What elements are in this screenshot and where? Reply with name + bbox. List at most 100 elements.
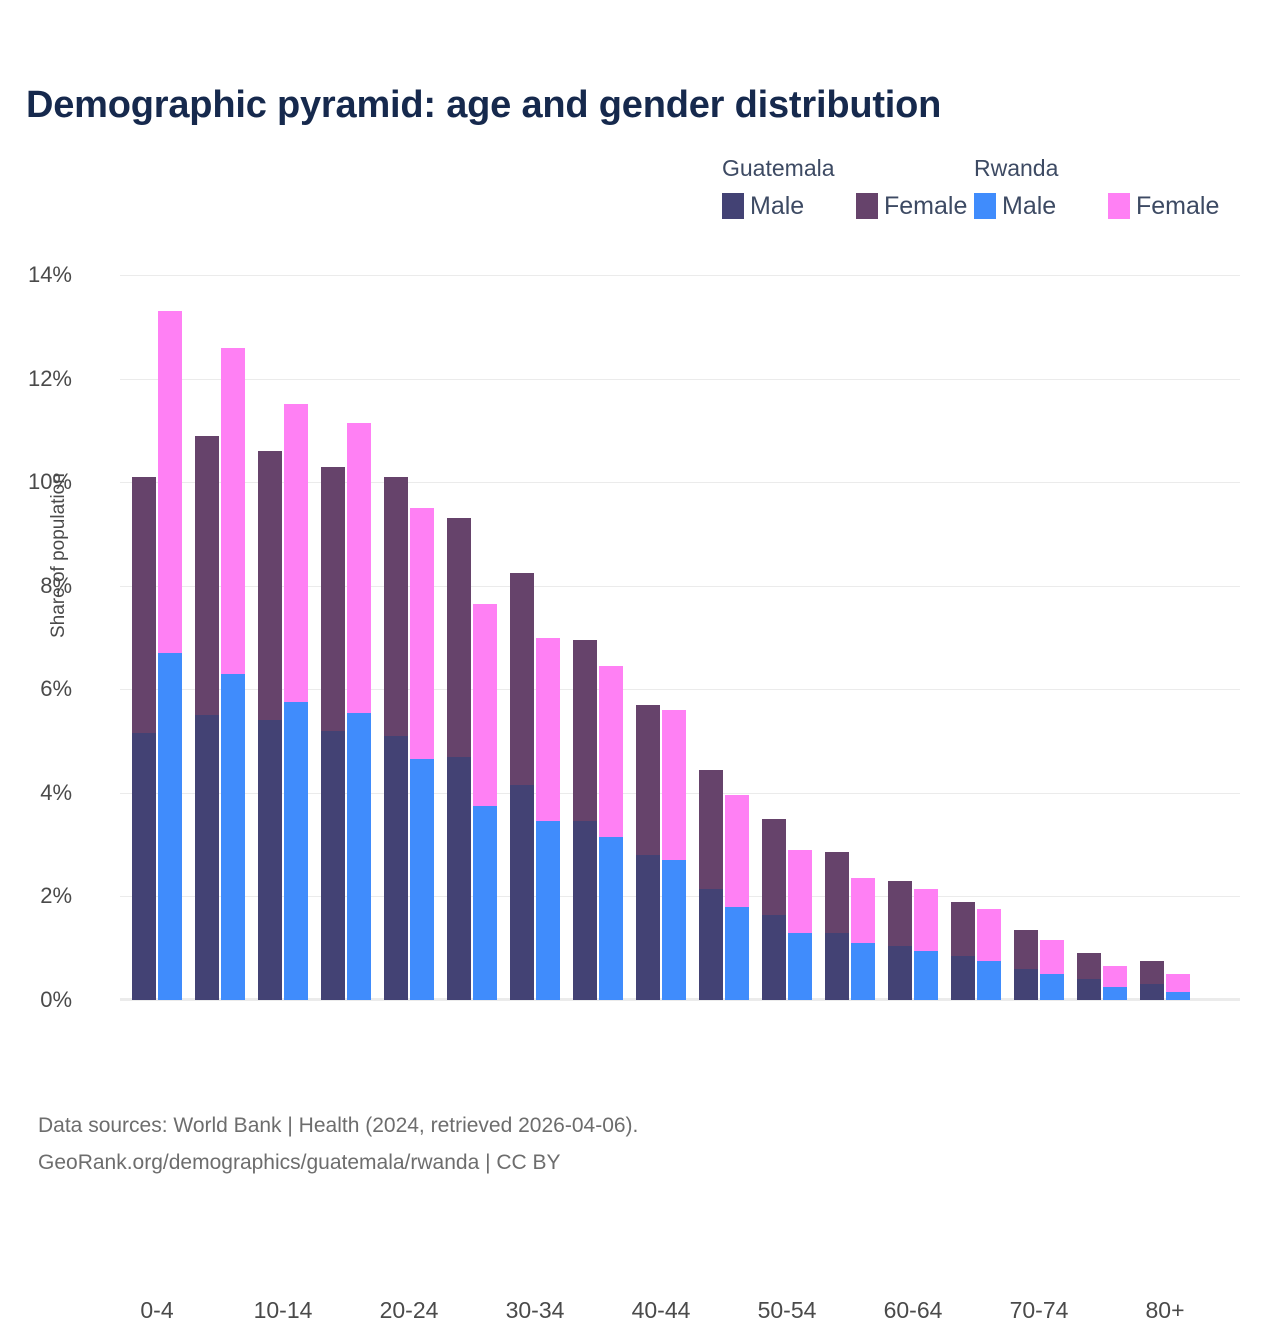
rwanda-female-segment[interactable] xyxy=(410,508,434,760)
rwanda-male-segment[interactable] xyxy=(851,943,875,1000)
rwanda-bar[interactable] xyxy=(1166,974,1190,1000)
guatemala-female-segment[interactable] xyxy=(258,451,282,721)
guatemala-bar[interactable] xyxy=(258,451,282,1000)
rwanda-bar[interactable] xyxy=(1040,940,1064,1000)
rwanda-male-segment[interactable] xyxy=(1103,987,1127,1000)
rwanda-female-segment[interactable] xyxy=(221,347,245,674)
guatemala-bar[interactable] xyxy=(384,476,408,1000)
rwanda-male-segment[interactable] xyxy=(284,702,308,1000)
guatemala-female-segment[interactable] xyxy=(888,880,912,946)
rwanda-female-segment[interactable] xyxy=(662,710,686,861)
legend-item-rwanda-female[interactable]: Female xyxy=(1108,193,1219,219)
rwanda-female-segment[interactable] xyxy=(1103,966,1127,988)
rwanda-female-segment[interactable] xyxy=(788,849,812,933)
rwanda-bar[interactable] xyxy=(662,710,686,1000)
guatemala-bar[interactable] xyxy=(1077,953,1101,1000)
guatemala-bar[interactable] xyxy=(888,880,912,1000)
guatemala-bar[interactable] xyxy=(1140,961,1164,1000)
guatemala-female-segment[interactable] xyxy=(510,572,534,786)
guatemala-male-segment[interactable] xyxy=(195,715,219,1000)
rwanda-male-segment[interactable] xyxy=(788,932,812,1000)
rwanda-male-segment[interactable] xyxy=(158,653,182,1000)
guatemala-female-segment[interactable] xyxy=(825,852,849,933)
guatemala-bar[interactable] xyxy=(762,818,786,1000)
rwanda-female-segment[interactable] xyxy=(599,665,623,837)
rwanda-female-segment[interactable] xyxy=(1166,974,1190,993)
guatemala-male-segment[interactable] xyxy=(384,735,408,1000)
guatemala-male-segment[interactable] xyxy=(1014,968,1038,1000)
rwanda-bar[interactable] xyxy=(599,665,623,1000)
rwanda-male-segment[interactable] xyxy=(536,821,560,1000)
guatemala-bar[interactable] xyxy=(1014,930,1038,1000)
guatemala-female-segment[interactable] xyxy=(1140,961,1164,985)
guatemala-bar[interactable] xyxy=(636,704,660,1000)
rwanda-female-segment[interactable] xyxy=(725,795,749,907)
rwanda-male-segment[interactable] xyxy=(725,906,749,1000)
guatemala-bar[interactable] xyxy=(825,852,849,1000)
guatemala-male-segment[interactable] xyxy=(447,756,471,1000)
guatemala-female-segment[interactable] xyxy=(636,704,660,855)
guatemala-bar[interactable] xyxy=(447,518,471,1000)
rwanda-male-segment[interactable] xyxy=(1040,974,1064,1000)
guatemala-female-segment[interactable] xyxy=(195,435,219,716)
legend-item-rwanda-male[interactable]: Male xyxy=(974,193,1056,219)
guatemala-female-segment[interactable] xyxy=(1014,930,1038,969)
rwanda-female-segment[interactable] xyxy=(536,637,560,822)
rwanda-female-segment[interactable] xyxy=(1040,940,1064,975)
rwanda-male-segment[interactable] xyxy=(977,961,1001,1000)
legend-item-guatemala-male[interactable]: Male xyxy=(722,193,804,219)
rwanda-male-segment[interactable] xyxy=(599,836,623,1000)
rwanda-female-segment[interactable] xyxy=(851,878,875,944)
guatemala-bar[interactable] xyxy=(573,640,597,1000)
guatemala-female-segment[interactable] xyxy=(447,518,471,757)
guatemala-male-segment[interactable] xyxy=(825,932,849,1000)
rwanda-male-segment[interactable] xyxy=(473,805,497,1000)
guatemala-male-segment[interactable] xyxy=(888,945,912,1000)
rwanda-bar[interactable] xyxy=(1103,966,1127,1000)
guatemala-bar[interactable] xyxy=(132,476,156,1000)
guatemala-female-segment[interactable] xyxy=(951,901,975,956)
rwanda-female-segment[interactable] xyxy=(473,603,497,806)
rwanda-bar[interactable] xyxy=(473,603,497,1000)
guatemala-male-segment[interactable] xyxy=(321,730,345,1000)
guatemala-bar[interactable] xyxy=(195,435,219,1000)
guatemala-male-segment[interactable] xyxy=(1077,979,1101,1000)
rwanda-male-segment[interactable] xyxy=(347,712,371,1000)
rwanda-male-segment[interactable] xyxy=(410,759,434,1000)
guatemala-female-segment[interactable] xyxy=(384,476,408,736)
rwanda-bar[interactable] xyxy=(788,849,812,1000)
rwanda-bar[interactable] xyxy=(977,909,1001,1000)
rwanda-bar[interactable] xyxy=(347,422,371,1000)
guatemala-female-segment[interactable] xyxy=(762,818,786,915)
guatemala-male-segment[interactable] xyxy=(951,955,975,1000)
rwanda-male-segment[interactable] xyxy=(221,673,245,1000)
guatemala-male-segment[interactable] xyxy=(636,855,660,1000)
rwanda-female-segment[interactable] xyxy=(914,888,938,951)
guatemala-female-segment[interactable] xyxy=(573,640,597,822)
rwanda-bar[interactable] xyxy=(725,795,749,1000)
guatemala-male-segment[interactable] xyxy=(699,888,723,1000)
rwanda-bar[interactable] xyxy=(914,888,938,1000)
rwanda-male-segment[interactable] xyxy=(914,950,938,1000)
rwanda-male-segment[interactable] xyxy=(662,860,686,1000)
rwanda-female-segment[interactable] xyxy=(284,404,308,703)
guatemala-male-segment[interactable] xyxy=(573,821,597,1000)
guatemala-bar[interactable] xyxy=(510,572,534,1000)
guatemala-male-segment[interactable] xyxy=(258,720,282,1000)
guatemala-male-segment[interactable] xyxy=(132,733,156,1000)
legend-item-guatemala-female[interactable]: Female xyxy=(856,193,967,219)
guatemala-bar[interactable] xyxy=(321,466,345,1000)
rwanda-female-segment[interactable] xyxy=(347,422,371,713)
rwanda-female-segment[interactable] xyxy=(158,311,182,654)
guatemala-female-segment[interactable] xyxy=(699,769,723,889)
rwanda-bar[interactable] xyxy=(284,404,308,1000)
guatemala-female-segment[interactable] xyxy=(132,476,156,734)
rwanda-male-segment[interactable] xyxy=(1166,992,1190,1000)
guatemala-bar[interactable] xyxy=(951,901,975,1000)
rwanda-bar[interactable] xyxy=(158,311,182,1000)
guatemala-female-segment[interactable] xyxy=(321,466,345,731)
rwanda-bar[interactable] xyxy=(851,878,875,1000)
guatemala-female-segment[interactable] xyxy=(1077,953,1101,980)
rwanda-female-segment[interactable] xyxy=(977,909,1001,962)
rwanda-bar[interactable] xyxy=(410,508,434,1000)
